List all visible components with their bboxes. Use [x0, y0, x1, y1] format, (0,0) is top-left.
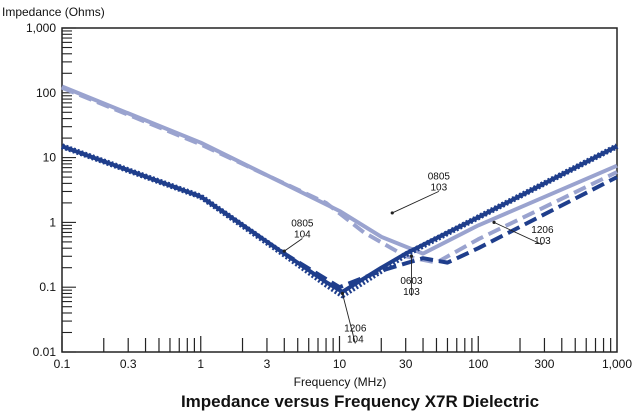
series-line-5	[61, 144, 618, 290]
annotation-arrowhead	[282, 249, 286, 253]
x-axis-label: Frequency (MHz)	[294, 375, 387, 389]
series-line-1	[61, 84, 618, 256]
x-tick-label: 1,000	[602, 357, 632, 371]
x-tick-label: 1	[197, 357, 204, 371]
annotation-arrowhead	[390, 211, 394, 215]
y-tick-label: 10	[43, 151, 57, 165]
series-line-2	[61, 85, 618, 265]
x-tick-label: 0.1	[54, 357, 71, 371]
annotation-label: 0603	[400, 276, 423, 287]
annotation-arrowhead	[409, 254, 414, 258]
x-axis-ticks: 0.1 0.3 1 3 10 30 100 300 1,000	[54, 336, 632, 371]
annotation-label: 103	[403, 287, 420, 298]
x-tick-label: 10	[333, 357, 347, 371]
y-axis-label: Impedance (Ohms)	[2, 5, 105, 19]
y-tick-label: 0.01	[33, 345, 57, 359]
annotation-label: 104	[294, 229, 311, 240]
annotation-label: 0805	[291, 218, 314, 229]
annotation-leader	[493, 221, 543, 246]
annotation-label: 1206	[531, 225, 554, 236]
annotation-leader	[284, 238, 303, 252]
annotation-arrowhead	[492, 220, 496, 224]
annotation-leader	[342, 293, 356, 344]
y-tick-label: 100	[36, 86, 56, 100]
x-tick-label: 100	[468, 357, 488, 371]
annotation-arrowhead	[340, 291, 345, 296]
annotation-label: 104	[347, 334, 364, 345]
x-tick-label: 300	[534, 357, 554, 371]
y-axis-ticks: 0.01 0.1 1 10 100 1,000	[26, 21, 76, 359]
annotation-label: 103	[534, 236, 551, 247]
annotation-label: 1206	[344, 323, 367, 334]
x-tick-label: 0.3	[120, 357, 137, 371]
x-tick-label: 30	[399, 357, 413, 371]
y-tick-label: 1	[49, 215, 56, 229]
x-tick-label: 3	[264, 357, 271, 371]
chart-title: Impedance versus Frequency X7R Dielectri…	[181, 392, 539, 411]
y-tick-label: 0.1	[39, 280, 56, 294]
annotation-label: 103	[431, 182, 448, 193]
annotation-label: 0805	[428, 171, 451, 182]
annotation-leader	[392, 190, 440, 214]
y-tick-label: 1,000	[26, 21, 56, 35]
series-lines	[60, 84, 619, 299]
